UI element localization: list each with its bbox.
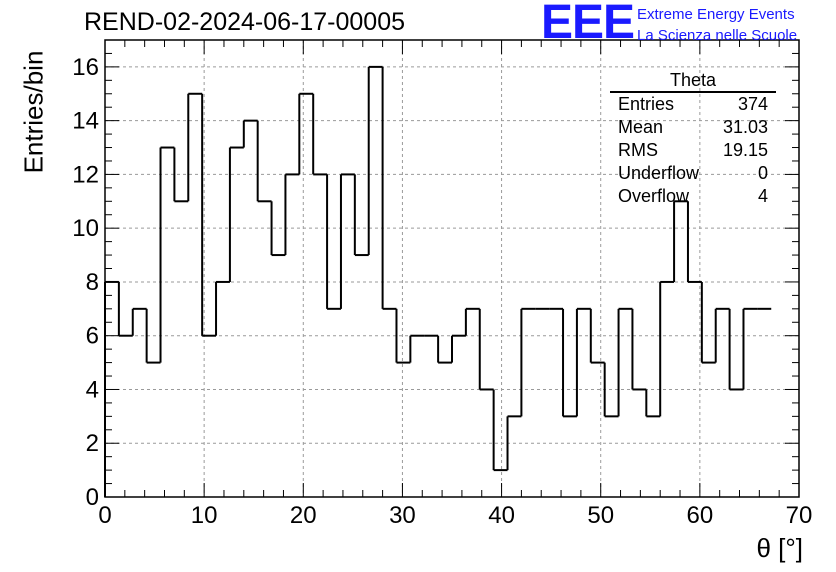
- x-axis-label: θ [°]: [756, 533, 803, 563]
- y-tick-label: 2: [86, 430, 99, 457]
- stats-box: Theta Entries 374 Mean 31.03 RMS 19.15 U…: [610, 70, 776, 208]
- stats-row-overflow: Overflow 4: [610, 185, 776, 208]
- stats-value: 0: [757, 163, 768, 183]
- y-tick-label: 4: [86, 376, 99, 403]
- eee-logo-line1: Extreme Energy Events: [637, 6, 795, 23]
- stats-label: Entries: [618, 94, 675, 114]
- stats-label: Mean: [618, 117, 664, 137]
- y-tick-label: 6: [86, 323, 99, 350]
- stats-row-rms: RMS 19.15: [610, 139, 776, 162]
- y-tick-label: 14: [72, 108, 99, 135]
- y-axis-label: Entries/bin: [18, 50, 49, 174]
- stats-row-entries: Entries 374: [610, 93, 776, 116]
- stats-value: 31.03: [722, 117, 768, 137]
- stats-value: 4: [757, 186, 768, 206]
- stats-label: Underflow: [618, 163, 700, 183]
- x-tick-label: 20: [290, 502, 317, 529]
- stats-row-underflow: Underflow 0: [610, 162, 776, 185]
- stats-value: 19.15: [722, 140, 768, 160]
- eee-logo-line2: La Scienza nelle Scuole: [637, 27, 798, 44]
- y-tick-label: 12: [72, 161, 99, 188]
- x-tick-label: 30: [389, 502, 416, 529]
- y-tick-label: 16: [72, 54, 99, 81]
- eee-logo-caption: Extreme Energy Events La Scienza nelle S…: [637, 4, 797, 46]
- y-tick-label: 0: [86, 484, 99, 511]
- stats-title: Theta: [610, 70, 776, 93]
- x-tick-label: 0: [98, 502, 111, 529]
- stats-value: 374: [737, 94, 768, 114]
- stats-label: RMS: [618, 140, 658, 160]
- stats-row-mean: Mean 31.03: [610, 116, 776, 139]
- x-tick-label: 50: [587, 502, 614, 529]
- x-tick-label: 60: [687, 502, 714, 529]
- y-tick-label: 10: [72, 215, 99, 242]
- stats-label: Overflow: [618, 186, 690, 206]
- run-title: REND-02-2024-06-17-00005: [84, 8, 406, 36]
- y-tick-label: 8: [86, 269, 99, 296]
- x-tick-label: 70: [786, 502, 813, 529]
- eee-logo: EEE: [541, 0, 635, 49]
- x-tick-label: 40: [488, 502, 515, 529]
- x-tick-label: 10: [191, 502, 218, 529]
